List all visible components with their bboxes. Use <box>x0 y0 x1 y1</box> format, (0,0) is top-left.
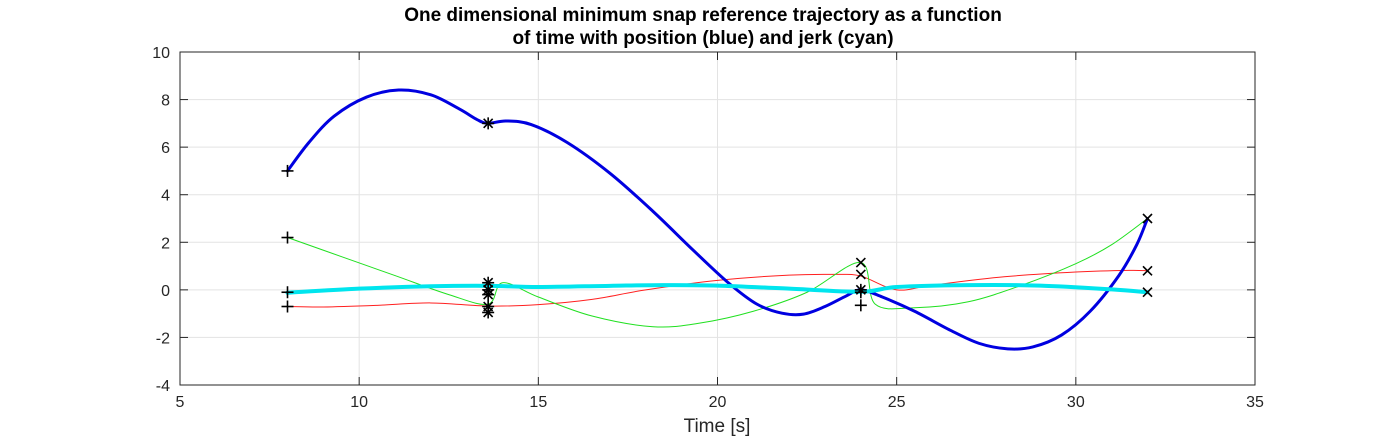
marker-x-3-2 <box>855 284 866 295</box>
series-line-2 <box>287 269 1148 308</box>
marker-plus-2-2 <box>854 299 867 312</box>
x-tick-label-0: 5 <box>176 394 185 411</box>
marker-plus-0-0 <box>281 164 294 177</box>
y-tick-label-2: 0 <box>161 283 170 300</box>
marker-x-3-1 <box>855 269 866 280</box>
marker-plus-0-3 <box>281 300 294 313</box>
marker-plus-0-2 <box>281 286 294 299</box>
x-tick-label-4: 25 <box>888 394 906 411</box>
y-tick-label-3: 2 <box>161 235 170 252</box>
axis-ticks: 5 10 15 20 25 30 35 -4 -2 0 2 4 6 8 10 <box>152 45 1264 411</box>
x-tick-label-3: 20 <box>709 394 727 411</box>
marker-x-3-4 <box>1142 265 1153 276</box>
series-line-1 <box>285 282 1150 295</box>
marker-x-3-0 <box>855 257 866 268</box>
grid-lines <box>180 52 1255 385</box>
x-tick-label-5: 30 <box>1067 394 1085 411</box>
marker-star-1-5 <box>482 306 495 319</box>
chart-title-line-2: of time with position (blue) and jerk (c… <box>512 28 893 49</box>
marker-plus-2-1 <box>854 286 867 299</box>
series-line-0 <box>286 88 1149 351</box>
y-tick-label-7: 10 <box>152 45 170 62</box>
marker-x-3-5 <box>1142 287 1153 298</box>
y-tick-label-4: 4 <box>161 188 170 205</box>
y-tick-label-1: -2 <box>156 330 170 347</box>
x-axis-label: Time [s] <box>684 416 751 437</box>
plot-area <box>281 88 1153 351</box>
marker-plus-0-1 <box>281 231 294 244</box>
x-tick-label-2: 15 <box>529 394 547 411</box>
x-tick-label-6: 35 <box>1246 394 1264 411</box>
marker-x-3-3 <box>1142 213 1153 224</box>
marker-star-1-0 <box>482 117 495 130</box>
y-tick-label-6: 8 <box>161 93 170 110</box>
marker-star-1-3 <box>482 288 495 301</box>
x-tick-label-1: 10 <box>350 394 368 411</box>
chart-title-line-1: One dimensional minimum snap reference t… <box>404 5 1002 26</box>
y-tick-label-5: 6 <box>161 140 170 157</box>
y-tick-label-0: -4 <box>156 378 170 395</box>
